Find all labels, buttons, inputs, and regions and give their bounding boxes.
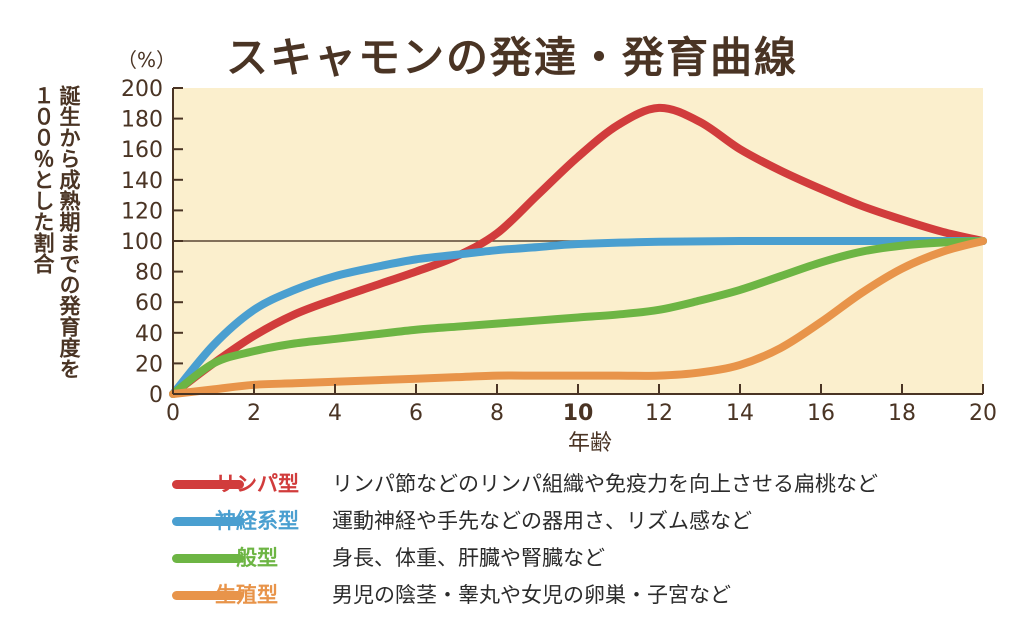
x-tick-labels: 0 2 4 6 8 10 12 14 16 18 20 [166,401,997,426]
legend-description: リンパ節などのリンパ組織や免疫力を向上させる扁桃など [332,472,878,496]
x-tick-label: 18 [888,401,916,426]
series-reproductive-line [169,237,987,398]
y-tick-label: 0 [149,383,163,408]
y-tick-label: 100 [121,230,163,255]
y-tick-label: 120 [121,199,163,224]
legend: リンパ型 リンパ節などのリンパ組織や免疫力を向上させる扁桃など 神経系型 運動神… [172,466,992,614]
y-tick-label: 40 [135,322,163,347]
series-general-line [169,237,987,398]
legend-description: 身長、体重、肝臓や腎臓など [332,546,605,570]
legend-name: 一般型 [215,546,278,570]
x-tick-label: 10 [563,401,594,426]
chart-title: スキャモンの発達・発育曲線 [225,33,798,82]
y-axis-label: 誕生から成熟期までの発育度を １００％とした割合 [31,85,81,379]
legend-description: 運動神経や手先などの器用さ、リズム感など [332,509,752,533]
legend-item-lymph: リンパ型 リンパ節などのリンパ組織や免疫力を向上させる扁桃など [172,466,992,503]
y-axis-unit: （%） [117,48,177,72]
x-tick-label: 0 [166,401,180,426]
legend-swatch [172,517,244,526]
legend-swatch [172,554,244,563]
y-tick-label: 80 [135,261,163,286]
y-tick-label: 160 [121,138,163,163]
series-lymph-line [169,103,987,398]
x-tick-label: 20 [969,401,997,426]
y-tick-labels: 0 20 40 60 80 100 120 140 160 180 200 [121,77,163,408]
legend-item-general: 一般型 身長、体重、肝臓や腎臓など [172,540,992,577]
legend-name: リンパ型 [215,472,299,496]
x-axis-label: 年齢 [567,431,612,456]
series-neural-line [169,236,987,398]
legend-swatch [172,480,244,489]
x-tick-label: 16 [807,401,835,426]
y-tick-label: 200 [121,77,163,102]
y-tick-label: 60 [135,291,163,316]
legend-item-neural: 神経系型 運動神経や手先などの器用さ、リズム感など [172,503,992,540]
legend-name: 神経系型 [215,509,299,533]
x-tick-label: 8 [490,401,504,426]
x-tick-label: 2 [247,401,261,426]
legend-item-reproductive: 生殖型 男児の陰茎・睾丸や女児の卵巣・子宮など [172,577,992,614]
legend-name: 生殖型 [215,583,278,607]
x-tick-label: 12 [645,401,673,426]
legend-description: 男児の陰茎・睾丸や女児の卵巣・子宮など [332,583,731,607]
axes-layer [172,87,984,395]
x-tick-label: 6 [409,401,423,426]
series-layer [169,103,987,398]
y-tick-label: 20 [135,352,163,377]
x-tick-label: 4 [328,401,342,426]
y-tick-label: 140 [121,169,163,194]
legend-swatch [172,591,244,600]
x-tick-label: 14 [726,401,754,426]
y-tick-label: 180 [121,108,163,133]
